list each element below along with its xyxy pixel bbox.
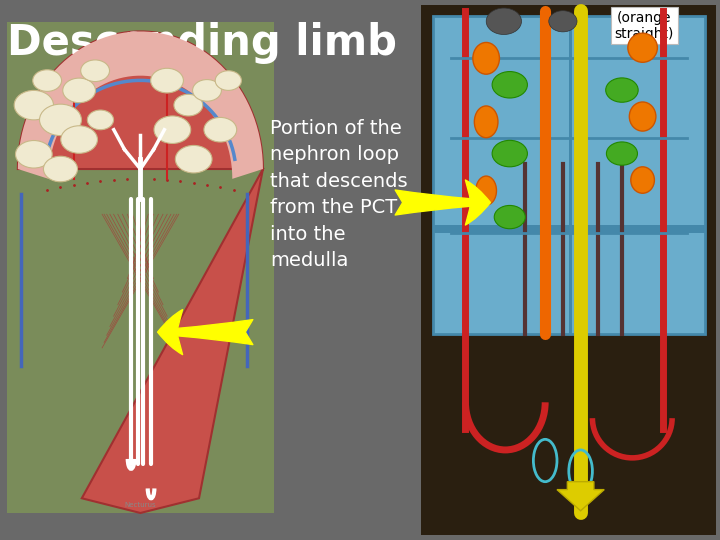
Ellipse shape (473, 43, 500, 74)
Bar (421, 5, 716, 535)
Ellipse shape (631, 167, 654, 193)
Circle shape (549, 11, 577, 32)
Bar (433, 225, 705, 233)
Circle shape (14, 90, 53, 120)
Circle shape (204, 117, 237, 142)
Polygon shape (18, 31, 263, 179)
Ellipse shape (476, 176, 497, 205)
Circle shape (81, 60, 109, 82)
Circle shape (63, 78, 96, 103)
Polygon shape (18, 31, 263, 513)
Circle shape (492, 71, 527, 98)
Circle shape (606, 78, 638, 102)
FancyArrow shape (557, 482, 604, 511)
Text: (orange
straight): (orange straight) (615, 11, 674, 41)
Bar (433, 16, 705, 334)
Circle shape (16, 140, 52, 168)
Circle shape (192, 79, 222, 101)
Ellipse shape (628, 33, 657, 62)
Circle shape (494, 205, 526, 229)
Ellipse shape (629, 102, 656, 131)
Circle shape (60, 126, 97, 153)
Circle shape (87, 110, 114, 130)
Circle shape (486, 8, 521, 35)
Circle shape (176, 145, 212, 173)
Circle shape (606, 142, 637, 165)
Circle shape (154, 116, 191, 144)
Circle shape (32, 70, 62, 91)
Circle shape (150, 68, 184, 93)
Text: Necturus: Necturus (125, 502, 156, 508)
Text: Descending limb: Descending limb (7, 22, 397, 64)
Ellipse shape (474, 106, 498, 138)
Bar (569, 16, 572, 334)
Circle shape (215, 71, 241, 90)
Circle shape (174, 94, 203, 116)
Text: Portion of the
nephron loop
that descends
from the PCT
into the
medulla: Portion of the nephron loop that descend… (270, 119, 408, 271)
Circle shape (492, 140, 527, 167)
Circle shape (40, 104, 81, 136)
Bar (7, 22, 274, 513)
Circle shape (43, 156, 78, 182)
